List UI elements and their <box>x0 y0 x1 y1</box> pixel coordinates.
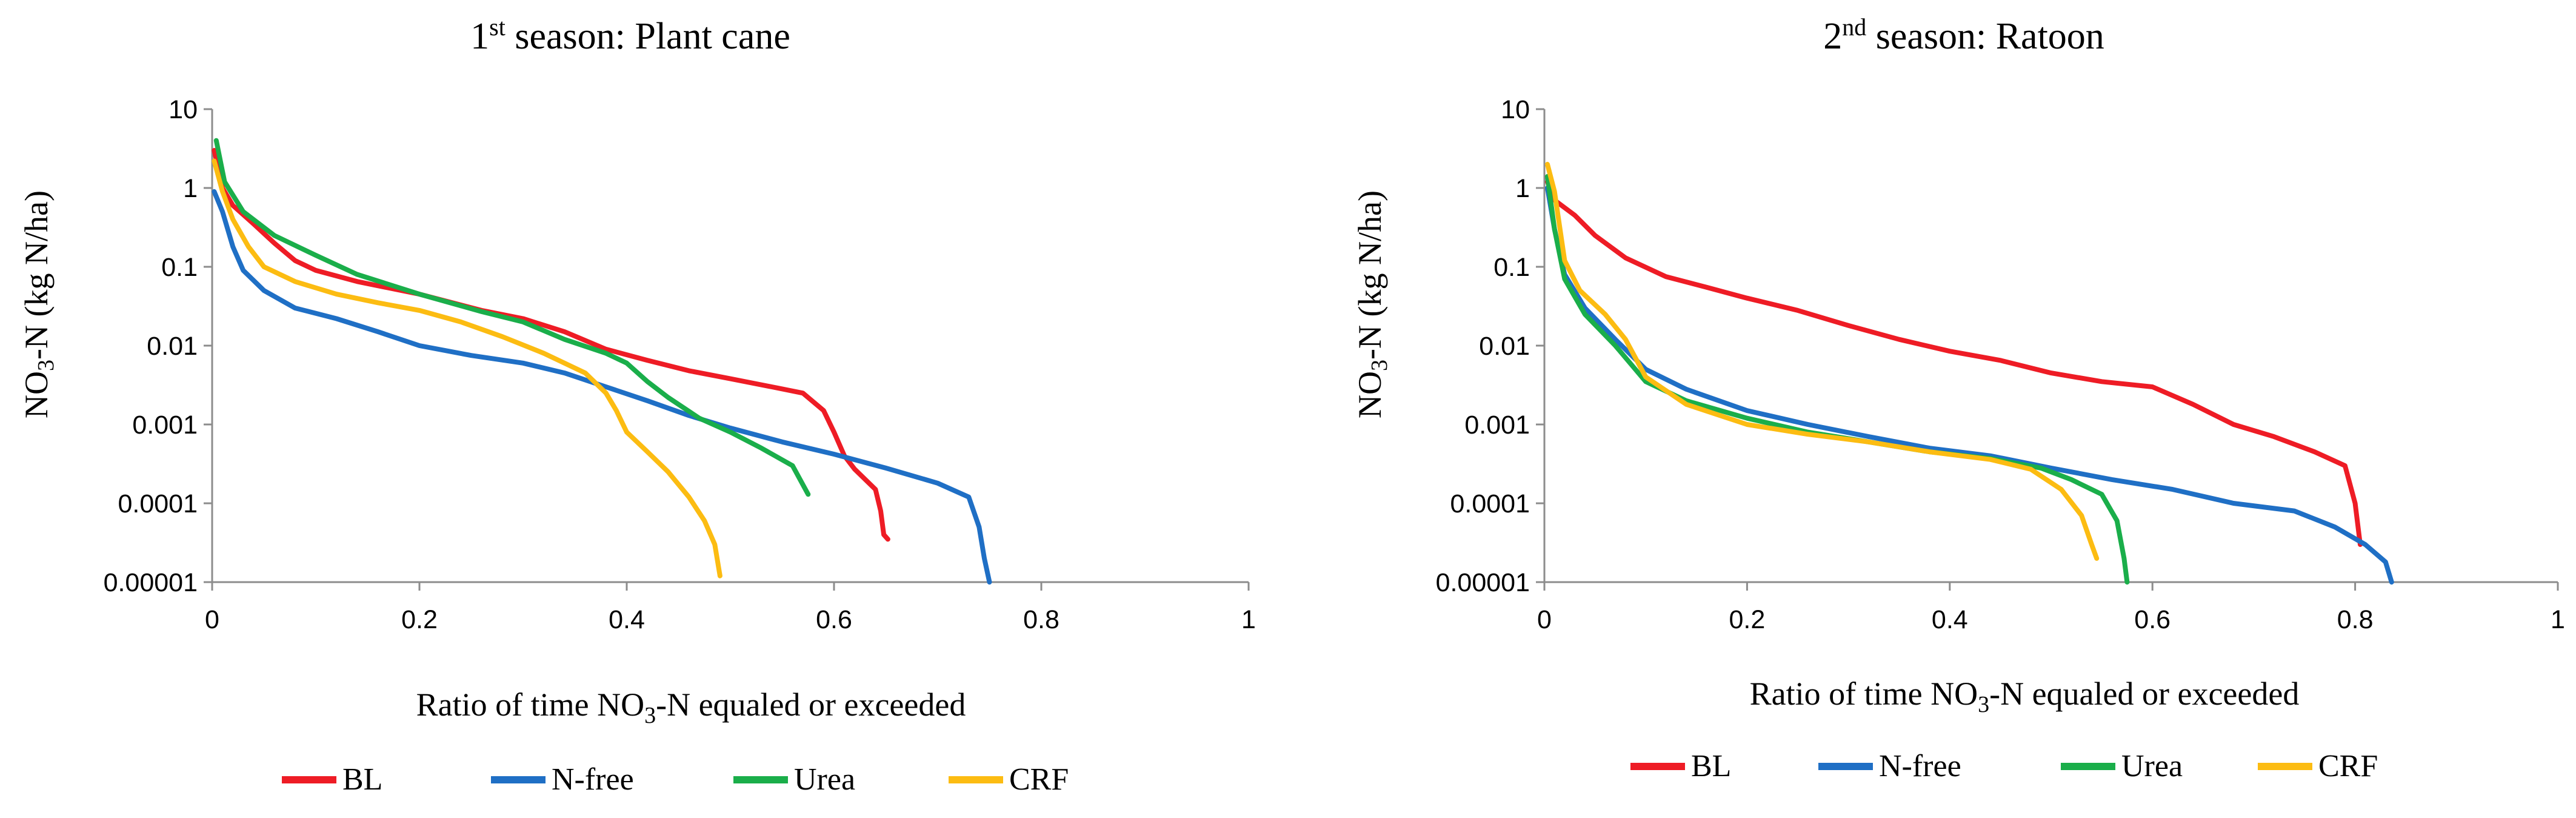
legend-item-bl: BL <box>1630 749 1731 783</box>
legend-item-urea: Urea <box>2061 749 2183 783</box>
x-axis-label: Ratio of time NO3-N equaled or exceeded <box>1750 676 2300 717</box>
legend-item-bl: BL <box>282 762 382 797</box>
series-line-n-free <box>1545 186 2394 585</box>
x-tick-label: 0 <box>1537 605 1552 634</box>
legend-item-urea: Urea <box>733 762 855 797</box>
x-tick-label: 1 <box>2551 605 2565 634</box>
legend-label: N-free <box>1879 749 1961 783</box>
x-tick-label: 0.4 <box>1932 605 1968 634</box>
series-line-urea <box>1545 174 2130 585</box>
y-tick-label: 1 <box>183 174 198 203</box>
chart-panel-ratoon: 2nd season: Ratoon NO3-N (kg N/ha) Ratio… <box>1352 13 2565 783</box>
y-tick-label: 0.0001 <box>118 489 198 518</box>
x-axis-label: Ratio of time NO3-N equaled or exceeded <box>416 686 966 728</box>
legend-item-crf: CRF <box>2258 749 2378 783</box>
y-tick-label: 10 <box>1501 95 1530 124</box>
x-tick-label: 0.4 <box>609 605 645 634</box>
x-tick-label: 0.8 <box>2337 605 2374 634</box>
legend-label: BL <box>342 762 382 797</box>
y-tick-label: 0.1 <box>1493 253 1530 282</box>
plot-area <box>1545 161 2394 585</box>
legend-label: BL <box>1691 749 1731 783</box>
y-tick-label: 0.01 <box>1479 332 1530 361</box>
legend-label: N-free <box>552 762 634 797</box>
x-tick-label: 0.2 <box>401 605 438 634</box>
axes: 0.00001 0.0001 0.001 0.01 0.1 1 10 0 0.2 0.4 0.6 0.… <box>1436 95 2565 634</box>
chart-panel-plant-cane: 1st season: Plant cane NO3-N (kg N/ha) R… <box>18 13 1256 797</box>
series-line-n-free <box>212 189 992 585</box>
legend-item-n-free: N-free <box>1818 749 1961 783</box>
y-tick-label: 0.001 <box>132 411 198 440</box>
legend-label: Urea <box>794 762 855 797</box>
x-tick-label: 0 <box>205 605 219 634</box>
series-line-crf <box>1545 161 2100 561</box>
y-tick-label: 1 <box>1515 174 1530 203</box>
series-line-crf <box>212 158 722 578</box>
plot-area <box>212 138 992 585</box>
y-tick-label: 0.01 <box>147 332 198 361</box>
legend-item-crf: CRF <box>949 762 1069 797</box>
x-tick-label: 0.8 <box>1023 605 1059 634</box>
legend: BL N-free Urea CRF <box>282 762 1069 797</box>
x-tick-label: 0.6 <box>816 605 852 634</box>
y-tick-label: 0.0001 <box>1450 489 1530 518</box>
series-line-bl <box>1545 179 2363 547</box>
y-tick-label: 10 <box>169 95 198 124</box>
y-tick-label: 0.00001 <box>1436 568 1530 597</box>
y-axis-label: NO3-N (kg N/ha) <box>18 190 59 418</box>
series-line-urea <box>213 138 811 497</box>
chart-title: 2nd season: Ratoon <box>1823 13 2104 57</box>
y-tick-label: 0.1 <box>161 253 198 282</box>
x-tick-label: 1 <box>1241 605 1256 634</box>
x-tick-label: 0.2 <box>1729 605 1766 634</box>
axes: 0.00001 0.0001 0.001 0.01 0.1 1 10 0 0.2 0.4 0.6 0.… <box>104 95 1256 634</box>
legend-label: CRF <box>2318 749 2378 783</box>
x-tick-label: 0.6 <box>2134 605 2171 634</box>
legend: BL N-free Urea CRF <box>1630 749 2378 783</box>
chart-title: 1st season: Plant cane <box>470 13 790 57</box>
legend-label: Urea <box>2121 749 2183 783</box>
y-tick-label: 0.001 <box>1464 411 1530 440</box>
y-tick-label: 0.00001 <box>104 568 198 597</box>
series-line-bl <box>212 148 890 542</box>
legend-label: CRF <box>1009 762 1069 797</box>
legend-item-n-free: N-free <box>491 762 634 797</box>
y-axis-label: NO3-N (kg N/ha) <box>1352 190 1392 418</box>
